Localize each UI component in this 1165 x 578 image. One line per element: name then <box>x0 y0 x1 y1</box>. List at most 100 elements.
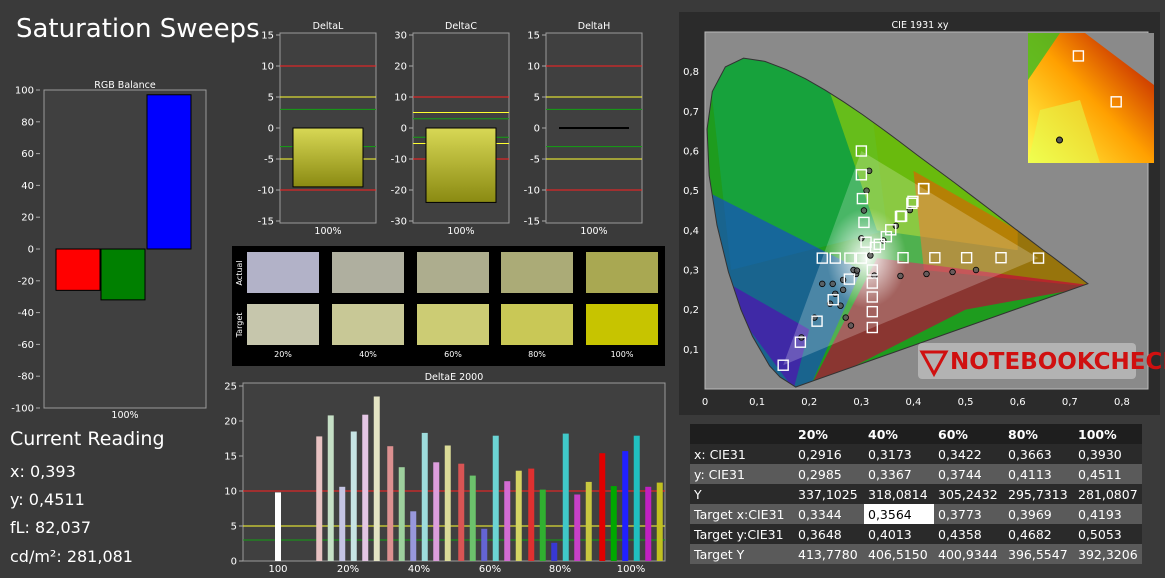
x-tick: 0,1 <box>749 397 765 408</box>
target-swatch <box>586 304 658 345</box>
value-cell: 0,4511 <box>1078 466 1122 482</box>
row-label: Y <box>694 486 702 502</box>
watermark-bg <box>918 343 1136 379</box>
target-swatch <box>332 304 404 345</box>
measured-point <box>860 207 868 214</box>
deltae-bar <box>327 415 334 561</box>
y-tick: 5 <box>231 522 237 533</box>
target-marker <box>844 252 856 264</box>
target-marker <box>843 273 856 285</box>
deltae-bar <box>585 481 592 561</box>
y-tick: 0,7 <box>683 107 699 118</box>
row-label: Target <box>235 313 244 339</box>
value-cell: 0,3422 <box>938 446 982 462</box>
reading-fl: fL: 82,037 <box>10 518 92 537</box>
value-cell: 295,7313 <box>1008 486 1068 502</box>
value-cell: 0,3344 <box>798 506 842 522</box>
y-tick: 15 <box>224 452 237 463</box>
delta-bar <box>425 127 497 203</box>
y-tick: 0,6 <box>683 147 699 158</box>
actual-swatch <box>501 252 573 293</box>
x-tick: 0,6 <box>1010 397 1026 408</box>
y-tick: 100 <box>15 86 34 97</box>
target-marker <box>816 252 828 264</box>
target-marker <box>777 359 789 371</box>
deltae-bar <box>421 432 428 561</box>
x-tick: 0,7 <box>1062 397 1078 408</box>
measured-point <box>839 276 847 284</box>
srgb-triangle <box>783 151 1039 366</box>
value-cell: 0,5053 <box>1078 526 1122 542</box>
y-tick: 5 <box>268 93 274 104</box>
y-tick: 10 <box>261 62 274 73</box>
target-marker <box>866 291 878 303</box>
x-tick: 0 <box>702 397 708 408</box>
column-header: 80% <box>1008 426 1038 442</box>
y-tick: -5 <box>264 155 274 166</box>
target-marker <box>855 169 868 181</box>
y-tick: 0,8 <box>683 67 699 78</box>
y-tick: 0,5 <box>683 186 699 197</box>
y-tick: 0 <box>28 245 34 256</box>
spectral-locus <box>706 57 1089 388</box>
measured-point <box>865 167 873 175</box>
value-cell: 413,7780 <box>798 546 858 562</box>
value-cell: 337,1025 <box>798 486 858 502</box>
table-row: Y 337,1025 318,0814 305,2432 295,7313 281,080… <box>690 484 1142 504</box>
y-tick: -15 <box>258 217 274 228</box>
x-tick: 40% <box>408 564 430 575</box>
measured-point <box>839 286 847 294</box>
value-cell: 0,2985 <box>798 466 842 482</box>
row-label: Target y:CIE31 <box>694 526 784 542</box>
value-cell: 392,3206 <box>1078 546 1138 562</box>
value-cell: 406,5150 <box>868 546 928 562</box>
value-cell: 0,2916 <box>798 446 842 462</box>
value-cell: 0,3744 <box>938 466 982 482</box>
deltae-bar <box>645 486 652 561</box>
x-tick: 0,2 <box>801 397 817 408</box>
delta-c-chart: DeltaC 30 20 10 0 -10 -20 -30 100% <box>391 21 510 237</box>
target-swatch <box>417 304 489 345</box>
chart-title: RGB Balance <box>94 80 156 91</box>
value-cell: 0,4193 <box>1078 506 1122 522</box>
deltae-bar <box>562 433 569 561</box>
corner-cell <box>690 424 794 444</box>
x-label: 100% <box>447 226 474 237</box>
value-cell: 0,3564 <box>864 504 934 524</box>
row-label: Target Y <box>694 546 745 562</box>
measured-point <box>829 280 836 288</box>
target-marker <box>907 195 919 208</box>
x-label: 100% <box>314 226 341 237</box>
logo-check-icon <box>919 350 949 378</box>
x-tick: 100% <box>617 564 646 575</box>
measured-point <box>842 314 849 321</box>
actual-swatch <box>417 252 489 293</box>
deltae-bar <box>551 542 558 561</box>
column-header: 60% <box>938 426 968 442</box>
table-header-row: 20% 40% 60% 80% 100% <box>690 424 1142 444</box>
delta-h-chart: DeltaH 15 10 5 0 -5 -10 -15 100% <box>524 21 643 237</box>
y-tick: -80 <box>18 372 34 383</box>
measured-point <box>847 322 855 329</box>
y-tick: -5 <box>530 155 540 166</box>
deltae-bar <box>433 462 440 561</box>
y-tick: 5 <box>534 93 540 104</box>
y-tick: 25 <box>224 382 237 393</box>
value-cell: 0,3663 <box>1008 446 1052 462</box>
deltae-bar <box>504 481 511 561</box>
actual-swatch <box>332 252 404 293</box>
measured-point <box>972 266 980 274</box>
watermark-text: NOTEBOOKCHECK <box>950 349 1165 375</box>
y-tick: 0,3 <box>683 266 699 277</box>
deltae-bar <box>492 435 499 561</box>
x-tick: 0,4 <box>906 397 922 408</box>
column-label: 20% <box>274 350 292 359</box>
x-tick: 80% <box>549 564 571 575</box>
y-tick: 0 <box>231 557 237 568</box>
target-marker <box>869 241 882 254</box>
y-tick: -40 <box>18 308 34 319</box>
value-cell: 0,4013 <box>868 526 912 542</box>
value-cell: 0,4113 <box>1008 466 1052 482</box>
column-label: 60% <box>444 350 462 359</box>
